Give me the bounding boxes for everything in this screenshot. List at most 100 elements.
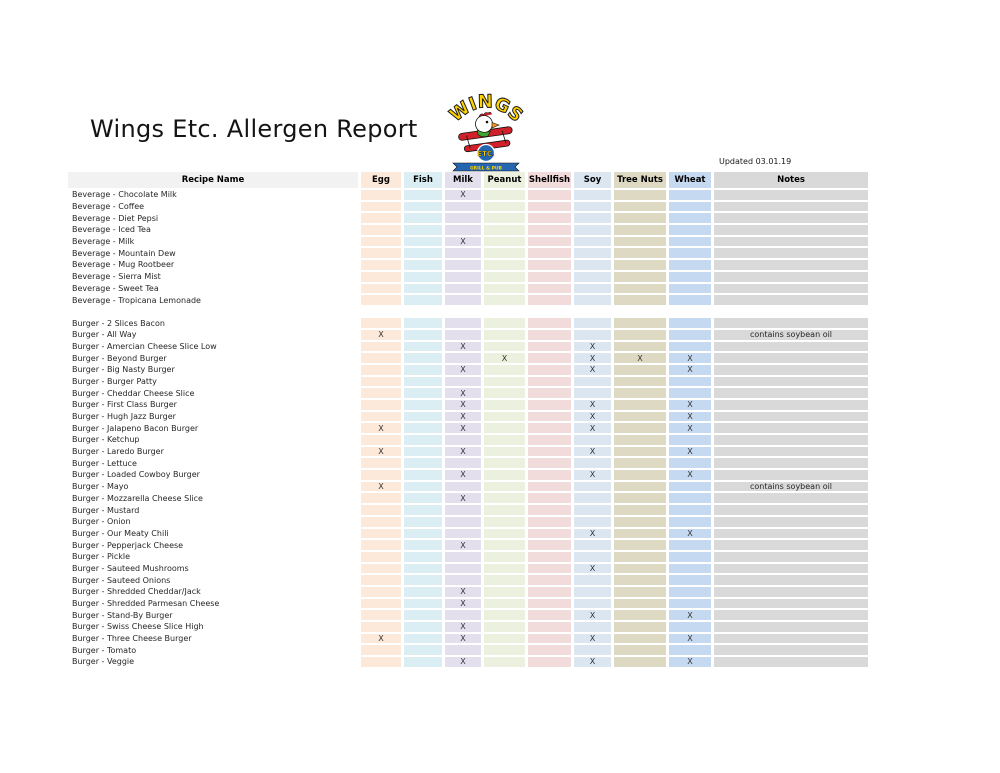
recipe-name-cell: Burger - Laredo Burger [68,446,361,459]
allergen-cell-tree_nuts [614,586,669,599]
allergen-cell-peanut [484,201,528,214]
allergen-cell-peanut [484,248,528,261]
allergen-cell-fish [404,551,445,564]
allergen-cell-shellfish [528,376,574,389]
allergen-cell-egg [361,271,404,284]
allergen-cell-tree_nuts [614,470,669,482]
allergen-cell-fish [404,528,445,541]
allergen-cell-shellfish [528,411,574,424]
allergen-cell-shellfish [528,271,574,284]
recipe-name-cell: Burger - Big Nasty Burger [68,364,361,377]
allergen-cell-fish [404,225,445,237]
recipe-name-cell: Burger - Jalapeno Bacon Burger [68,423,361,436]
allergen-cell-soy: X [574,610,614,623]
column-header-fish: Fish [404,172,445,190]
recipe-name-cell: Burger - Cheddar Cheese Slice [68,388,361,400]
allergen-cell-tree_nuts [614,505,669,517]
allergen-cell-egg [361,563,404,576]
allergen-cell-milk [445,516,484,529]
allergen-cell-milk: X [445,423,484,436]
allergen-cell-soy [574,225,614,237]
notes-cell [714,598,871,611]
recipe-name-cell: Burger - 2 Slices Bacon [68,318,361,330]
recipe-name-cell: Burger - Mustard [68,505,361,517]
table-row: Burger - Shredded Parmesan Cheese X [68,598,871,611]
recipe-name-cell: Burger - Sauteed Mushrooms [68,563,361,576]
recipe-name-cell: Burger - Our Meaty Chili [68,528,361,541]
allergen-cell-peanut [484,610,528,623]
allergen-cell-shellfish [528,329,574,342]
table-row: Burger - Burger Patty [68,376,871,389]
allergen-cell-peanut [484,225,528,237]
allergen-cell-tree_nuts [614,201,669,214]
table-row: Burger - Veggie X X X [68,657,871,669]
notes-cell [714,622,871,634]
table-row: Burger - 2 Slices Bacon [68,318,871,330]
notes-cell [714,376,871,389]
allergen-cell-shellfish [528,201,574,214]
notes-cell: contains soybean oil [714,329,871,342]
allergen-cell-milk [445,201,484,214]
allergen-cell-tree_nuts [614,271,669,284]
notes-cell [714,633,871,646]
allergen-cell-fish [404,236,445,249]
allergen-cell-tree_nuts [614,481,669,494]
allergen-cell-wheat [669,236,714,249]
allergen-cell-egg [361,411,404,424]
table-row: Burger - Swiss Cheese Slice High X [68,622,871,634]
allergen-cell-tree_nuts [614,364,669,377]
allergen-cell-peanut [484,563,528,576]
allergen-cell-fish [404,283,445,296]
allergen-cell-peanut [484,435,528,447]
allergen-cell-wheat: X [669,657,714,669]
allergen-cell-milk [445,481,484,494]
allergen-cell-shellfish [528,516,574,529]
column-header-egg: Egg [361,172,404,190]
column-header-recipe: Recipe Name [68,172,361,190]
allergen-cell-fish [404,364,445,377]
allergen-cell-egg [361,201,404,214]
notes-cell [714,458,871,471]
table-row: Burger - Stand-By Burger X X [68,610,871,623]
notes-cell [714,399,871,412]
allergen-cell-wheat: X [669,353,714,365]
allergen-cell-tree_nuts [614,260,669,272]
allergen-cell-milk [445,329,484,342]
allergen-cell-wheat: X [669,610,714,623]
allergen-cell-egg [361,435,404,447]
allergen-cell-soy [574,493,614,506]
table-row: Burger - Laredo Burger X X X X [68,446,871,459]
allergen-cell-tree_nuts [614,516,669,529]
notes-cell [714,271,871,284]
allergen-cell-egg [361,376,404,389]
allergen-cell-egg [361,399,404,412]
allergen-cell-tree_nuts [614,458,669,471]
allergen-cell-peanut [484,399,528,412]
allergen-cell-wheat [669,516,714,529]
table-row: Burger - Three Cheese Burger X X X X [68,633,871,646]
allergen-cell-milk [445,458,484,471]
allergen-cell-peanut [484,493,528,506]
notes-cell [714,657,871,669]
allergen-cell-egg: X [361,446,404,459]
allergen-cell-soy [574,598,614,611]
notes-cell [714,540,871,552]
allergen-cell-wheat [669,622,714,634]
allergen-cell-peanut [484,633,528,646]
logo-bird-icon [475,111,500,138]
allergen-cell-wheat: X [669,411,714,424]
allergen-cell-fish [404,516,445,529]
allergen-cell-peanut [484,341,528,354]
column-header-peanut: Peanut [484,172,528,190]
allergen-cell-soy: X [574,399,614,412]
allergen-cell-wheat [669,248,714,261]
allergen-cell-wheat [669,318,714,330]
allergen-cell-fish [404,329,445,342]
allergen-cell-shellfish [528,388,574,400]
allergen-cell-tree_nuts [614,435,669,447]
allergen-cell-wheat [669,283,714,296]
allergen-cell-egg [361,505,404,517]
notes-cell [714,364,871,377]
allergen-cell-egg [361,528,404,541]
